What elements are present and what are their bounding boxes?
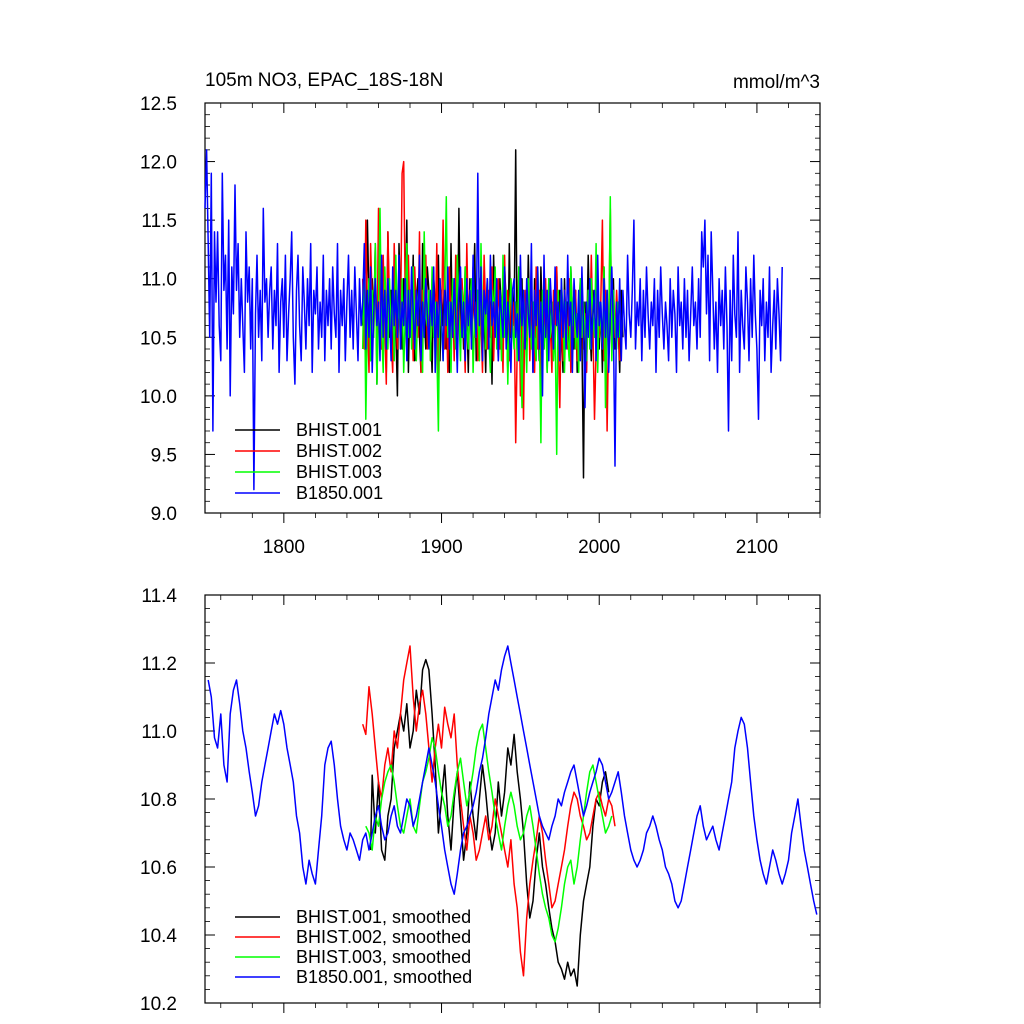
- bottom-ytick-label: 10.6: [140, 858, 177, 879]
- top-axis-ticks: 9.0 9.5 10.0 10.5 11.0 11.5 12.0 12.5 1800 1900 20…: [140, 94, 821, 558]
- top-legend-label: BHIST.002: [296, 441, 382, 461]
- top-legend-label: BHIST.001: [296, 420, 382, 440]
- bottom-ytick-label: 11.0: [141, 722, 177, 743]
- bottom-ytick-label: 10.4: [140, 926, 177, 947]
- bottom-ytick-label: 11.2: [141, 654, 177, 675]
- bottom-legend-label: BHIST.003, smoothed: [296, 947, 471, 967]
- top-ytick-label: 10.0: [140, 387, 177, 408]
- bottom-series-line-3: [207, 645, 818, 915]
- bottom-ytick-label: 10.2: [140, 994, 177, 1015]
- top-ytick-label: 9.5: [151, 445, 177, 466]
- top-series-line-3: [204, 149, 783, 491]
- top-ytick-label: 10.5: [140, 328, 177, 349]
- bottom-legend-label: BHIST.001, smoothed: [296, 907, 471, 927]
- bottom-axis-ticks: 10.2 10.4 10.6 10.8 11.0 11.2 11.4: [140, 586, 821, 1015]
- top-xtick-label: 1800: [263, 537, 305, 558]
- top-chart-panel: 9.0 9.5 10.0 10.5 11.0 11.5 12.0 12.5 1800 1900 20…: [140, 94, 821, 558]
- top-ytick-label: 9.0: [151, 504, 177, 525]
- top-legend-label: B1850.001: [296, 483, 383, 503]
- top-ytick-label: 11.5: [141, 211, 177, 232]
- top-chart-units: mmol/m^3: [733, 72, 820, 93]
- top-plot-frame: [204, 102, 821, 514]
- bottom-chart-panel: 10.2 10.4 10.6 10.8 11.0 11.2 11.4 BHIST.001, …: [140, 586, 821, 1015]
- top-legend-label: BHIST.003: [296, 462, 382, 482]
- bottom-legend-label: B1850.001, smoothed: [296, 967, 472, 987]
- bottom-series-lines: [207, 645, 818, 987]
- top-xtick-label: 2100: [736, 537, 778, 558]
- bottom-series-line-0: [369, 658, 610, 987]
- bottom-ytick-label: 11.4: [141, 586, 177, 607]
- top-chart-title: 105m NO3, EPAC_18S-18N: [205, 70, 443, 91]
- top-ytick-label: 12.0: [140, 153, 177, 174]
- top-xtick-label: 2000: [578, 537, 620, 558]
- bottom-legend-label: BHIST.002, smoothed: [296, 927, 471, 947]
- top-xtick-label: 1900: [420, 537, 462, 558]
- bottom-series-line-1: [361, 645, 616, 977]
- bottom-series-line-2: [365, 723, 613, 943]
- top-ytick-label: 11.0: [141, 270, 177, 291]
- bottom-ytick-label: 10.8: [140, 790, 177, 811]
- top-series-lines: [204, 149, 783, 491]
- top-ytick-label: 12.5: [140, 94, 177, 115]
